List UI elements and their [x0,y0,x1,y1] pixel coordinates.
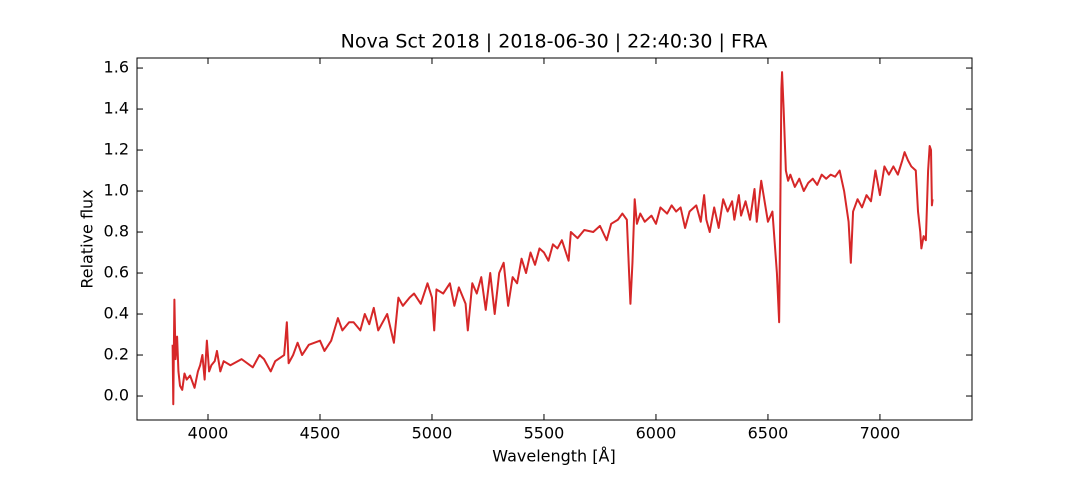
y-tick-label: 0.4 [104,304,129,323]
x-tick-label: 5500 [524,424,565,443]
x-tick-label: 5000 [412,424,453,443]
y-tick-label: 0.0 [104,386,129,405]
y-tick-label: 1.6 [104,58,129,77]
y-axis-label: Relative flux [78,189,97,288]
y-tick-label: 0.8 [104,222,129,241]
x-tick-label: 6500 [748,424,789,443]
y-tick-label: 0.2 [104,345,129,364]
spectrum-line [171,71,934,406]
x-axis-label: Wavelength [Å] [492,447,615,466]
y-tick-label: 1.4 [104,99,129,118]
y-tick-label: 1.2 [104,140,129,159]
x-tick-label: 7000 [860,424,901,443]
y-tick-label: 0.6 [104,263,129,282]
x-tick-label: 6000 [636,424,677,443]
chart-title: Nova Sct 2018 | 2018-06-30 | 22:40:30 | … [341,31,768,53]
y-tick-label: 1.0 [104,181,129,200]
x-tick-label: 4000 [188,424,229,443]
plot-frame [136,57,973,421]
x-tick-label: 4500 [300,424,341,443]
